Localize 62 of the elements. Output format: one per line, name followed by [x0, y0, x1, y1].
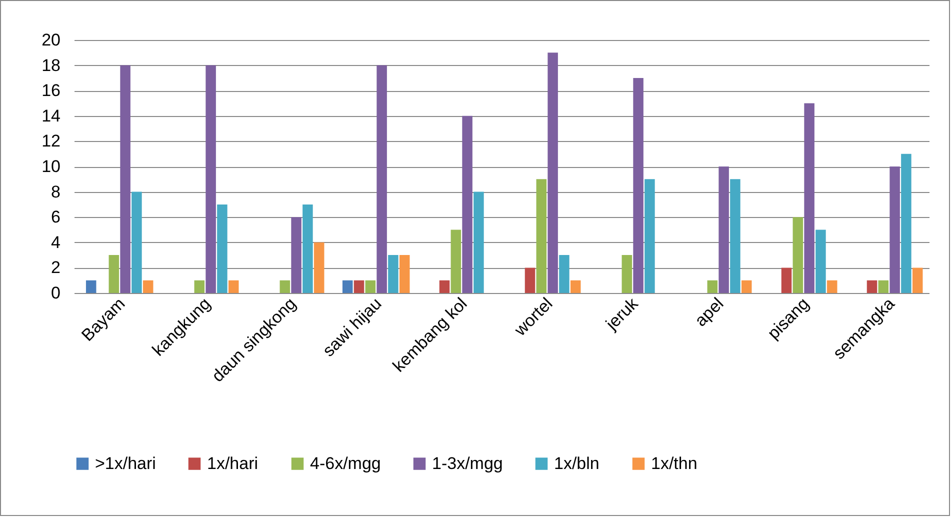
legend-label: 4-6x/mgg — [310, 454, 381, 473]
bar — [462, 116, 472, 293]
y-tick-label: 16 — [42, 81, 60, 100]
bar — [194, 280, 205, 293]
bar — [804, 103, 814, 293]
bar — [826, 280, 838, 293]
bar — [644, 179, 655, 293]
y-tick-label: 2 — [51, 258, 60, 278]
bar — [890, 166, 900, 293]
bar — [474, 192, 484, 293]
bar — [781, 268, 792, 293]
legend-label: 1x/thn — [651, 454, 698, 473]
bar — [450, 230, 462, 293]
bar — [142, 280, 154, 293]
bar — [439, 280, 450, 293]
y-tick-label: 0 — [51, 284, 60, 302]
bar — [524, 268, 536, 293]
bar — [570, 280, 581, 293]
bar — [206, 65, 216, 293]
y-tick-label: 14 — [42, 106, 60, 126]
bar — [354, 280, 364, 293]
bar — [866, 280, 878, 293]
bar — [792, 217, 804, 293]
bar — [707, 280, 718, 293]
y-tick-label: 8 — [51, 182, 60, 202]
bar — [342, 280, 353, 293]
bar — [280, 280, 290, 293]
y-tick-label: 12 — [42, 132, 60, 151]
y-tick-label: 6 — [51, 208, 60, 227]
bar — [376, 65, 387, 293]
bar — [120, 65, 130, 293]
bar — [741, 280, 752, 293]
y-tick-label: 20 — [42, 30, 60, 50]
y-tick-label: 18 — [42, 56, 60, 75]
bar — [912, 268, 923, 293]
bar — [878, 280, 889, 293]
bar — [559, 255, 570, 293]
bar — [901, 154, 912, 293]
bar — [228, 280, 239, 293]
y-tick-label: 10 — [42, 157, 60, 176]
bar — [718, 166, 729, 293]
bar — [86, 280, 96, 293]
legend-label: 1x/hari — [207, 454, 258, 473]
bar — [388, 255, 398, 293]
bar — [622, 255, 632, 293]
bar — [399, 255, 410, 293]
bar — [633, 78, 644, 293]
bar — [108, 255, 120, 293]
bar — [816, 230, 826, 293]
bar — [132, 192, 142, 293]
bar — [314, 242, 324, 293]
bar — [548, 52, 558, 293]
legend-label: >1x/hari — [95, 454, 156, 473]
legend-label: 1x/bln — [554, 454, 600, 473]
bar — [730, 179, 740, 293]
bar — [217, 204, 228, 293]
y-tick-label: 4 — [51, 232, 60, 252]
legend-label: 1-3x/mgg — [432, 454, 503, 473]
bar — [302, 204, 313, 293]
bar — [291, 217, 302, 293]
bar — [365, 280, 376, 293]
bar — [536, 179, 547, 293]
